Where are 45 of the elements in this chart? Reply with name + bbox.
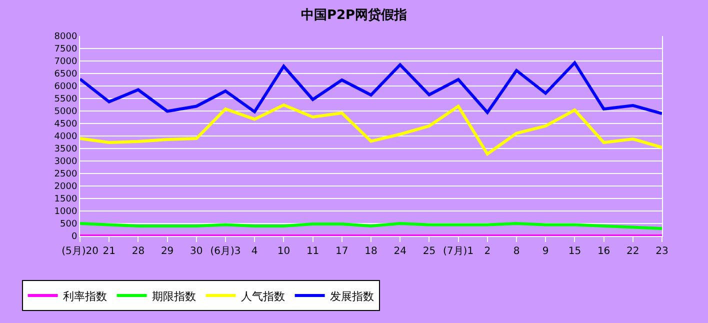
y-tick-label: 4000 bbox=[54, 132, 78, 142]
x-tick-label: 4 bbox=[251, 246, 258, 257]
y-tick-label: 2000 bbox=[54, 182, 78, 192]
y-tick-label: 5500 bbox=[54, 94, 78, 105]
x-tick-label: (5月)20 bbox=[62, 246, 98, 257]
x-tick-label: 29 bbox=[160, 246, 174, 257]
x-tick-label: 16 bbox=[597, 246, 610, 257]
x-tick-label: 23 bbox=[656, 246, 668, 257]
y-tick-label: 1500 bbox=[54, 194, 78, 205]
x-tick-label: 11 bbox=[306, 246, 320, 257]
y-tick-label: 6000 bbox=[54, 82, 78, 92]
legend-label: 人气指数 bbox=[240, 290, 285, 303]
x-tick-label: 25 bbox=[422, 246, 436, 257]
legend-label: 期限指数 bbox=[152, 290, 196, 303]
x-tick-label: 15 bbox=[568, 246, 582, 257]
chart-title: 中国P2P网贷假指 bbox=[300, 6, 408, 23]
y-tick-label: 5000 bbox=[54, 107, 78, 118]
line-series bbox=[80, 61, 662, 115]
x-tick-label: 18 bbox=[364, 246, 378, 257]
x-tick-label: 8 bbox=[513, 246, 520, 257]
legend-label: 发展指数 bbox=[330, 290, 374, 303]
y-tick-label: 3500 bbox=[54, 144, 78, 155]
x-tick-label: 28 bbox=[132, 246, 145, 257]
y-tick-label: 6500 bbox=[54, 70, 78, 80]
y-tick-label: 4500 bbox=[54, 120, 78, 130]
x-tick-label: 17 bbox=[336, 246, 348, 257]
x-tick-label: 2 bbox=[484, 246, 491, 257]
x-tick-label: 30 bbox=[190, 246, 203, 257]
y-tick-label: 7500 bbox=[54, 44, 78, 55]
x-tick-label: 10 bbox=[277, 246, 290, 257]
y-tick-label: 2500 bbox=[54, 170, 78, 180]
x-tick-label: (7月)1 bbox=[443, 246, 474, 257]
x-tick-label: (6月)3 bbox=[210, 246, 241, 257]
x-tick-label: 24 bbox=[394, 246, 406, 257]
x-tick-label: 22 bbox=[626, 246, 640, 257]
y-tick-label: 8000 bbox=[54, 32, 78, 42]
y-tick-label: 7000 bbox=[54, 57, 78, 68]
y-tick-label: 500 bbox=[60, 220, 78, 230]
y-tick-label: 3000 bbox=[54, 157, 78, 168]
y-tick-label: 0 bbox=[71, 232, 78, 242]
y-tick-label: 1000 bbox=[54, 207, 78, 218]
legend-label: 利率指数 bbox=[62, 290, 107, 303]
line-series bbox=[80, 104, 662, 156]
x-tick-label: 9 bbox=[542, 246, 549, 257]
x-tick-label: 21 bbox=[102, 246, 116, 257]
